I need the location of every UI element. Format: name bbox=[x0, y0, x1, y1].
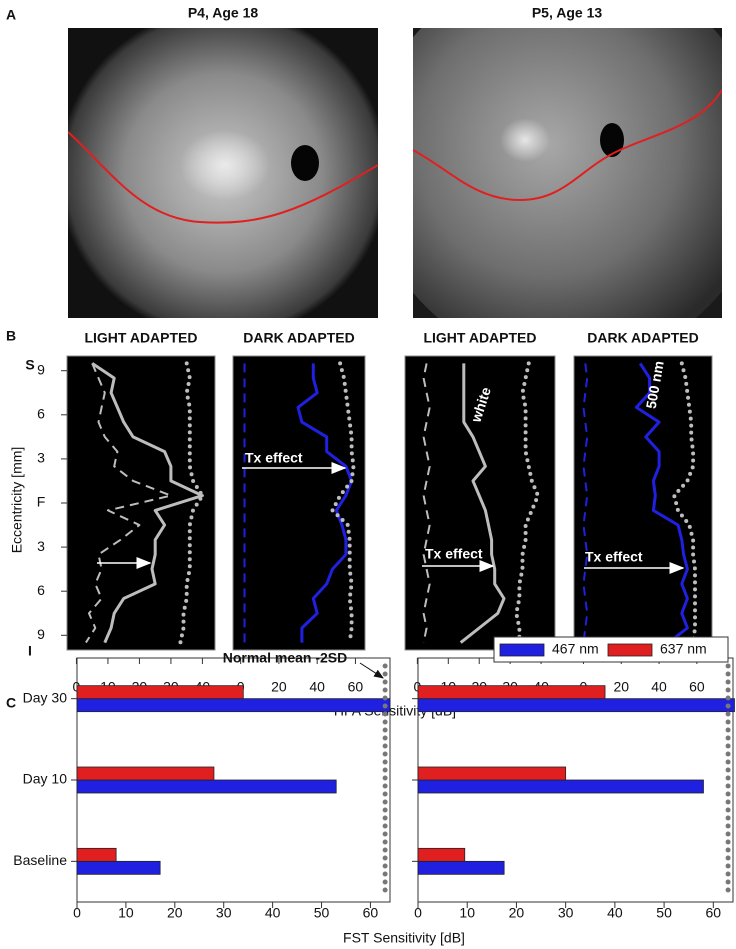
x-tick-label: 20 bbox=[613, 679, 629, 695]
x-tick-label: 60 bbox=[348, 679, 364, 695]
y-tick-label: F bbox=[37, 494, 46, 510]
plot-area bbox=[66, 355, 216, 651]
superior-label: S bbox=[25, 357, 34, 373]
x-tick-label: 0 bbox=[413, 679, 421, 695]
panel-letter: A bbox=[6, 7, 16, 23]
y-tick-label: 3 bbox=[37, 450, 45, 466]
reference-arrow bbox=[359, 662, 384, 679]
bar bbox=[76, 698, 391, 713]
profile-line bbox=[178, 361, 205, 645]
y-tick-label: 3 bbox=[37, 538, 45, 554]
plot-area bbox=[404, 355, 556, 651]
x-tick-label: 0 bbox=[73, 905, 81, 921]
panel-title: LIGHT ADAPTED bbox=[423, 330, 536, 346]
x-tick-label: 20 bbox=[167, 905, 183, 921]
x-tick-label: 40 bbox=[265, 905, 281, 921]
y-tick-label: 6 bbox=[37, 582, 45, 598]
x-tick-label: 60 bbox=[706, 905, 722, 921]
x-tick-label: 40 bbox=[309, 679, 325, 695]
x-tick-label: 10 bbox=[459, 905, 475, 921]
y-tick-label: Day 10 bbox=[23, 771, 68, 787]
x-tick-label: 50 bbox=[314, 905, 330, 921]
plot-area bbox=[232, 355, 366, 651]
profile-line bbox=[422, 363, 431, 643]
bar bbox=[76, 847, 117, 862]
y-tick-label: 6 bbox=[37, 406, 45, 422]
profile-line bbox=[672, 361, 697, 645]
bar bbox=[76, 779, 337, 794]
legend-swatch bbox=[499, 643, 545, 657]
panel-title: DARK ADAPTED bbox=[243, 330, 354, 346]
profile-line bbox=[514, 361, 540, 645]
legend-swatch bbox=[607, 643, 653, 657]
legend-label: 637 nm bbox=[660, 641, 707, 657]
profile-line bbox=[330, 361, 356, 645]
annotation: Tx effect bbox=[585, 549, 643, 565]
bar bbox=[76, 685, 244, 700]
x-tick-label: 40 bbox=[607, 905, 623, 921]
inferior-label: I bbox=[28, 643, 32, 659]
x-tick-label: 20 bbox=[509, 905, 525, 921]
y-tick-label: 9 bbox=[37, 626, 45, 642]
panel-title: DARK ADAPTED bbox=[587, 330, 698, 346]
x-tick-label: 60 bbox=[363, 905, 379, 921]
bar bbox=[417, 766, 567, 781]
x-tick-label: 40 bbox=[651, 679, 667, 695]
x-tick-label: 30 bbox=[216, 905, 232, 921]
panel-letter: C bbox=[6, 695, 16, 711]
fundus-title: P4, Age 18 bbox=[188, 5, 259, 21]
fundus-image bbox=[413, 28, 722, 318]
y-tick-label: Day 30 bbox=[23, 689, 68, 705]
profile-line bbox=[85, 363, 172, 644]
x-tick-label: 20 bbox=[271, 679, 287, 695]
profile-line bbox=[459, 363, 506, 644]
x-tick-label: 10 bbox=[118, 905, 134, 921]
annotation: Tx effect bbox=[245, 450, 303, 466]
bar bbox=[417, 860, 505, 875]
bar bbox=[417, 698, 735, 713]
profile-line bbox=[296, 363, 354, 643]
fundus-image bbox=[68, 28, 378, 318]
fundus-title: P5, Age 13 bbox=[532, 5, 603, 21]
bar bbox=[76, 860, 161, 875]
bar bbox=[417, 779, 704, 794]
y-tick-label: Baseline bbox=[13, 852, 67, 868]
x-tick-label: 30 bbox=[558, 905, 574, 921]
y-tick-label: 9 bbox=[37, 361, 45, 377]
legend-label: 467 nm bbox=[552, 641, 599, 657]
x-tick-label: 60 bbox=[689, 679, 705, 695]
x-axis-label: FST Sensitivity [dB] bbox=[343, 930, 465, 946]
bar bbox=[417, 685, 606, 700]
x-tick-label: 0 bbox=[414, 905, 422, 921]
profile-line bbox=[91, 362, 204, 644]
panel-title: LIGHT ADAPTED bbox=[84, 330, 197, 346]
profile-line bbox=[634, 362, 689, 644]
bar bbox=[417, 847, 466, 862]
annotation: Tx effect bbox=[425, 546, 483, 562]
bar bbox=[76, 766, 215, 781]
x-tick-label: 50 bbox=[656, 905, 672, 921]
panel-letter: B bbox=[6, 328, 16, 344]
reference-label: Normal mean -2SD bbox=[223, 650, 347, 666]
profile-line bbox=[582, 363, 589, 643]
y-axis-label: Eccentricity [mm] bbox=[9, 447, 25, 554]
